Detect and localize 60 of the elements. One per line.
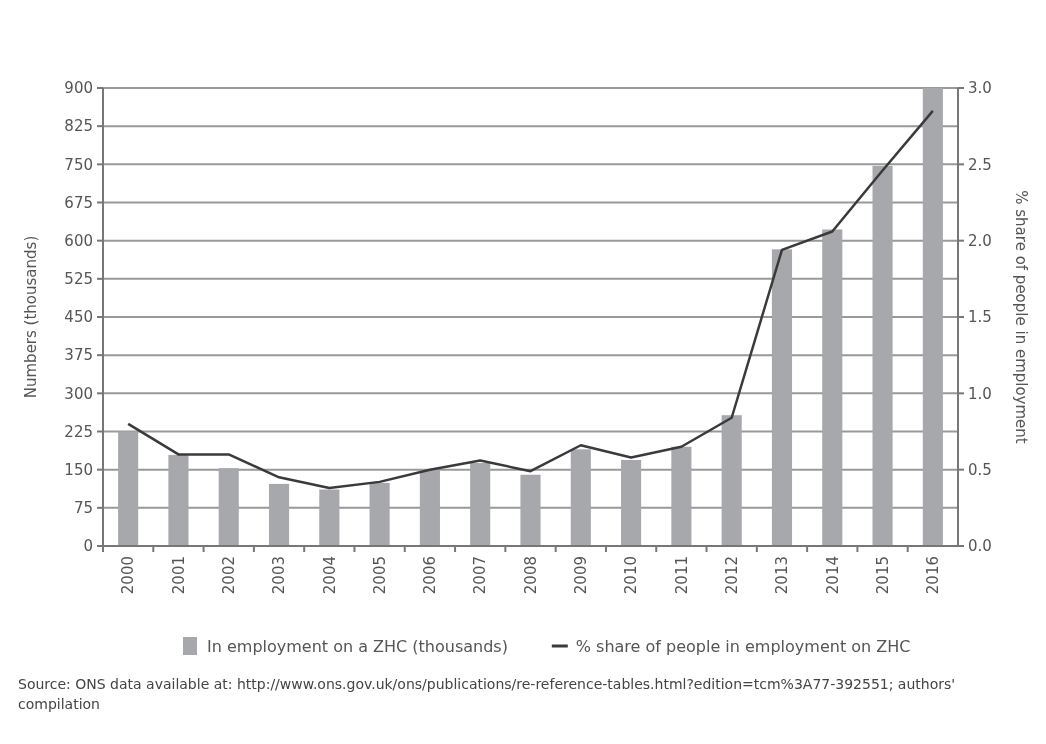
y2-tick-label: 0.0 (968, 537, 992, 556)
bar (771, 249, 793, 546)
y-tick-label: 600 (64, 231, 93, 250)
y-tick-label: 450 (64, 308, 93, 327)
y2-tick-label: 1.0 (968, 384, 992, 403)
y2-tick-label: 1.5 (968, 308, 992, 327)
bar (168, 454, 189, 546)
x-tick-label: 2016 (924, 556, 943, 595)
bar (419, 469, 440, 546)
x-tick-label: 2008 (521, 556, 540, 595)
y-tick-label: 225 (64, 422, 93, 441)
y-tick-label: 75 (73, 499, 93, 518)
line-series (126, 109, 935, 490)
bar (721, 415, 742, 546)
x-tick-label: 2003 (270, 556, 289, 595)
y-axis-title: Numbers (thousands) (22, 235, 40, 399)
y-tick-label: 750 (64, 155, 93, 174)
x-tick-label: 2013 (773, 556, 792, 595)
bar (872, 165, 893, 546)
x-tick-label: 2009 (572, 556, 591, 595)
y-tick-label: 300 (64, 384, 93, 403)
legend-label: In employment on a ZHC (thousands) (207, 637, 508, 656)
x-tick-label: 2006 (421, 556, 440, 595)
y-tick-label: 0 (83, 537, 93, 556)
x-tick-label: 2004 (320, 556, 339, 595)
x-tick-label: 2001 (169, 556, 188, 595)
source-note: Source: ONS data available at: http://www.ons.gov.uk/ons/publications/re-reference-tables.html?edition=tcm%3A77-392551; authors' compilation (18, 675, 957, 714)
y-tick-label: 900 (64, 79, 93, 98)
bar (118, 431, 139, 546)
y-tick-label: 825 (64, 117, 93, 136)
y2-tick-label: 3.0 (968, 79, 992, 98)
x-tick-label: 2012 (722, 556, 741, 595)
y2-tick-label: 0.5 (968, 460, 992, 479)
y-tick-label: 150 (64, 460, 93, 479)
bar (268, 483, 290, 546)
legend-label: % share of people in employment on ZHC (575, 637, 911, 656)
bar (369, 482, 390, 546)
bar (470, 463, 491, 546)
bar (218, 468, 239, 546)
x-tick-label: 2002 (219, 556, 238, 595)
bar (671, 446, 692, 546)
bar (621, 460, 642, 546)
y2-tick-label: 2.5 (968, 155, 992, 174)
x-tick-label: 2015 (873, 556, 892, 595)
bar (822, 229, 843, 546)
x-tick-label: 2000 (119, 556, 138, 595)
y2-tick-label: 2.0 (968, 231, 992, 250)
y2-axis-title: % share of people in employment (1012, 190, 1030, 444)
x-tick-label: 2007 (471, 556, 490, 595)
bar (922, 88, 943, 546)
bar (520, 474, 541, 546)
x-tick-label: 2014 (823, 556, 842, 595)
x-tick-label: 2005 (370, 556, 389, 595)
y-tick-label: 525 (64, 270, 93, 289)
y-tick-label: 375 (64, 346, 93, 365)
bar (319, 489, 340, 546)
y-tick-label: 675 (64, 193, 93, 212)
x-tick-label: 2010 (622, 556, 641, 595)
x-tick-label: 2011 (672, 556, 691, 595)
bar (570, 449, 591, 546)
